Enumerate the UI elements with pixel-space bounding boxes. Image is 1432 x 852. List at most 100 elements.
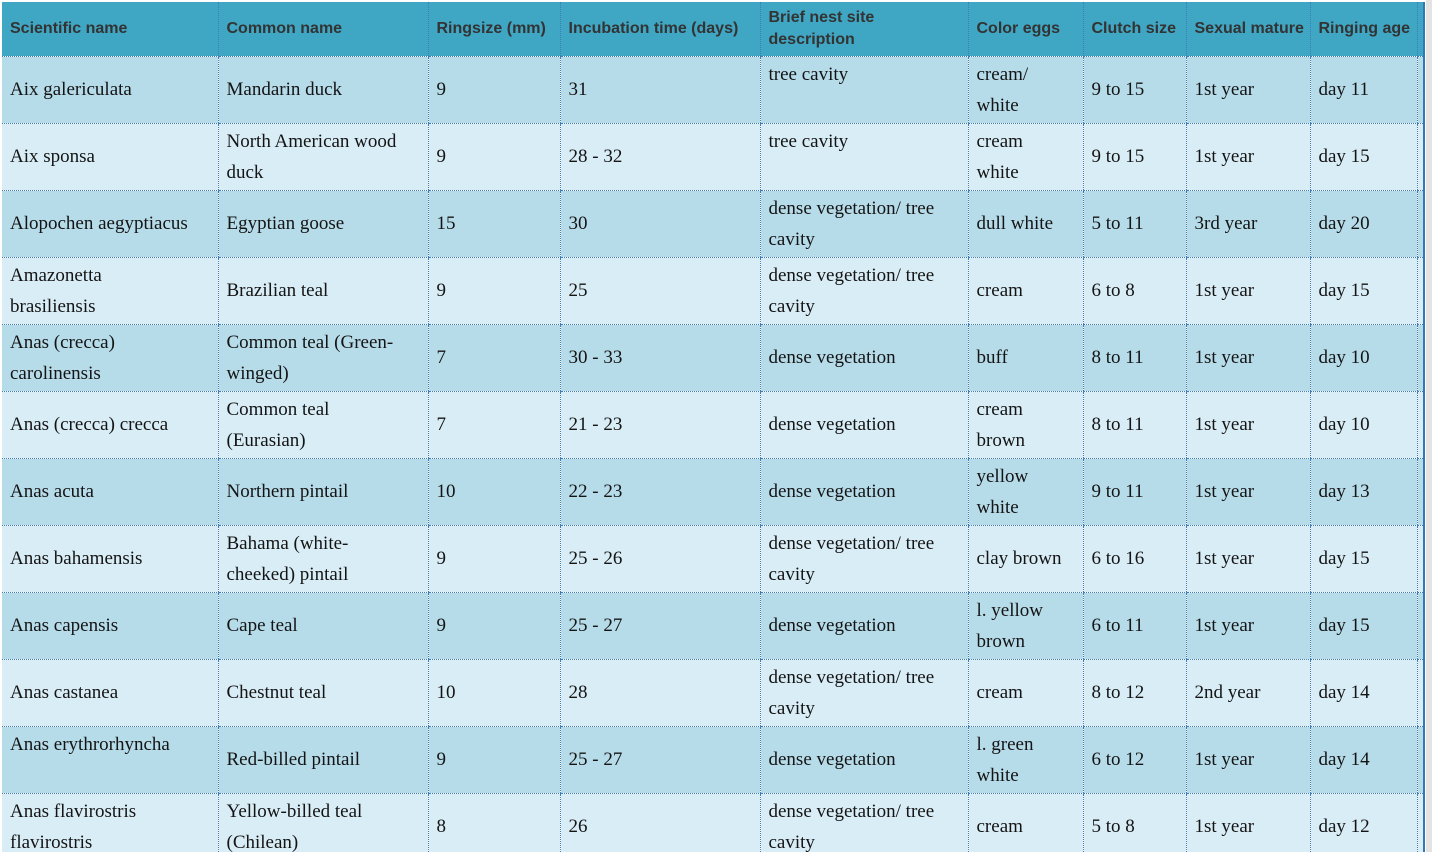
table-cell: 5 to 11 bbox=[1082, 190, 1186, 258]
table-cell bbox=[1416, 525, 1424, 593]
table-cell: 25 - 26 bbox=[559, 525, 760, 593]
table-cell: Chestnut teal bbox=[217, 659, 428, 727]
table-cell: Anas bahamensis bbox=[2, 525, 218, 593]
table-cell: dense vegetation bbox=[759, 726, 968, 794]
column-header: Common name bbox=[217, 2, 428, 57]
header-row: Scientific name Common name Ringsize (mm) I… bbox=[2, 2, 1424, 57]
table-cell: 9 to 15 bbox=[1082, 56, 1186, 124]
table-cell: 1st year bbox=[1185, 726, 1310, 794]
table-cell bbox=[1416, 123, 1424, 191]
table-row: Amazonetta brasiliensis Brazilian teal 9 25… bbox=[2, 257, 1424, 325]
table-cell: Bahama (white- cheeked) pintail bbox=[217, 525, 428, 593]
table-cell: 30 bbox=[559, 190, 760, 258]
table-cell: tree cavity bbox=[759, 123, 968, 191]
column-header: Ringsize (mm) bbox=[427, 2, 560, 57]
table-cell: 1st year bbox=[1185, 56, 1310, 124]
table-cell: North American wood duck bbox=[217, 123, 428, 191]
table-cell: day 14 bbox=[1309, 659, 1417, 727]
table-cell: 9 bbox=[427, 123, 560, 191]
table-cell: cream bbox=[967, 257, 1083, 325]
table-cell bbox=[1416, 659, 1424, 727]
table-cell: l. green white bbox=[967, 726, 1083, 794]
column-header: Incubation time (days) bbox=[559, 2, 760, 57]
table-cell: dense vegetation/ tree cavity bbox=[759, 190, 968, 258]
table-cell: 31 bbox=[559, 56, 760, 124]
table-cell: cream bbox=[967, 659, 1083, 727]
table-cell: day 12 bbox=[1309, 793, 1417, 852]
table-cell: Amazonetta brasiliensis bbox=[2, 257, 218, 325]
table-cell: dense vegetation bbox=[759, 592, 968, 660]
table-cell: 6 to 11 bbox=[1082, 592, 1186, 660]
table-cell: 7 bbox=[427, 324, 560, 392]
table-cell: day 15 bbox=[1309, 592, 1417, 660]
table-cell: Brazilian teal bbox=[217, 257, 428, 325]
table-cell: 1st year bbox=[1185, 324, 1310, 392]
table-cell: 22 - 23 bbox=[559, 458, 760, 526]
table-cell: 1st year bbox=[1185, 793, 1310, 852]
table-cell bbox=[1416, 726, 1424, 794]
table-row: Anas (crecca) carolinensis Common teal (G… bbox=[2, 324, 1424, 392]
table-cell bbox=[1416, 324, 1424, 392]
table-cell: 25 - 27 bbox=[559, 726, 760, 794]
table-cell: 9 bbox=[427, 592, 560, 660]
table-cell: Anas capensis bbox=[2, 592, 218, 660]
table-cell: dull white bbox=[967, 190, 1083, 258]
table-cell: Yellow-billed teal (Chilean) bbox=[217, 793, 428, 852]
table-cell: Cape teal bbox=[217, 592, 428, 660]
table-body: Aix galericulata Mandarin duck 9 31 tree cav… bbox=[2, 56, 1424, 852]
table-cell: yellow white bbox=[967, 458, 1083, 526]
table-cell: dense vegetation/ tree cavity bbox=[759, 793, 968, 852]
table-cell: 6 to 8 bbox=[1082, 257, 1186, 325]
table-cell: Anas castanea bbox=[2, 659, 218, 727]
table-cell: 10 bbox=[427, 659, 560, 727]
table-cell: Anas flavirostris flavirostris bbox=[2, 793, 218, 852]
table-row: Anas bahamensis Bahama (white- cheeked) p… bbox=[2, 525, 1424, 593]
column-header bbox=[1416, 2, 1424, 57]
table-cell: dense vegetation/ tree cavity bbox=[759, 257, 968, 325]
table-cell: day 11 bbox=[1309, 56, 1417, 124]
table-cell: cream/ white bbox=[967, 56, 1083, 124]
table-cell: 15 bbox=[427, 190, 560, 258]
table-cell: Anas acuta bbox=[2, 458, 218, 526]
table-cell: Common teal (Green- winged) bbox=[217, 324, 428, 392]
table-cell: Alopochen aegyptiacus bbox=[2, 190, 218, 258]
table-cell: 3rd year bbox=[1185, 190, 1310, 258]
table-cell: 7 bbox=[427, 391, 560, 459]
table-cell: dense vegetation/ tree cavity bbox=[759, 525, 968, 593]
table-cell: day 10 bbox=[1309, 391, 1417, 459]
table-cell: cream white bbox=[967, 123, 1083, 191]
table-cell: 9 bbox=[427, 257, 560, 325]
table-cell: l. yellow brown bbox=[967, 592, 1083, 660]
table-cell: day 13 bbox=[1309, 458, 1417, 526]
table-cell: Aix galericulata bbox=[2, 56, 218, 124]
table-cell: 9 bbox=[427, 726, 560, 794]
table-cell: 9 to 15 bbox=[1082, 123, 1186, 191]
table-cell: 6 to 16 bbox=[1082, 525, 1186, 593]
table-cell: 1st year bbox=[1185, 458, 1310, 526]
table-row: Anas flavirostris flavirostris Yellow-bil… bbox=[2, 793, 1424, 852]
table-cell: 1st year bbox=[1185, 525, 1310, 593]
table-cell: Anas (crecca) crecca bbox=[2, 391, 218, 459]
table-cell: day 15 bbox=[1309, 123, 1417, 191]
table-cell: Mandarin duck bbox=[217, 56, 428, 124]
table-cell: tree cavity bbox=[759, 56, 968, 124]
table-row: Alopochen aegyptiacus Egyptian goose 15 30 d… bbox=[2, 190, 1424, 258]
column-header: Clutch size bbox=[1082, 2, 1186, 57]
table-cell: Common teal (Eurasian) bbox=[217, 391, 428, 459]
table-cell bbox=[1416, 592, 1424, 660]
table-cell bbox=[1416, 190, 1424, 258]
table-cell: 8 to 11 bbox=[1082, 391, 1186, 459]
table-cell: Anas erythrorhyncha bbox=[2, 726, 218, 794]
table-cell: 5 to 8 bbox=[1082, 793, 1186, 852]
table-cell: 2nd year bbox=[1185, 659, 1310, 727]
table-row: Aix galericulata Mandarin duck 9 31 tree cav… bbox=[2, 56, 1424, 124]
table-cell: clay brown bbox=[967, 525, 1083, 593]
table-cell bbox=[1416, 793, 1424, 852]
table-cell: buff bbox=[967, 324, 1083, 392]
table-cell: 9 bbox=[427, 525, 560, 593]
table-cell: Anas (crecca) carolinensis bbox=[2, 324, 218, 392]
table-cell: 30 - 33 bbox=[559, 324, 760, 392]
table-cell: day 15 bbox=[1309, 525, 1417, 593]
